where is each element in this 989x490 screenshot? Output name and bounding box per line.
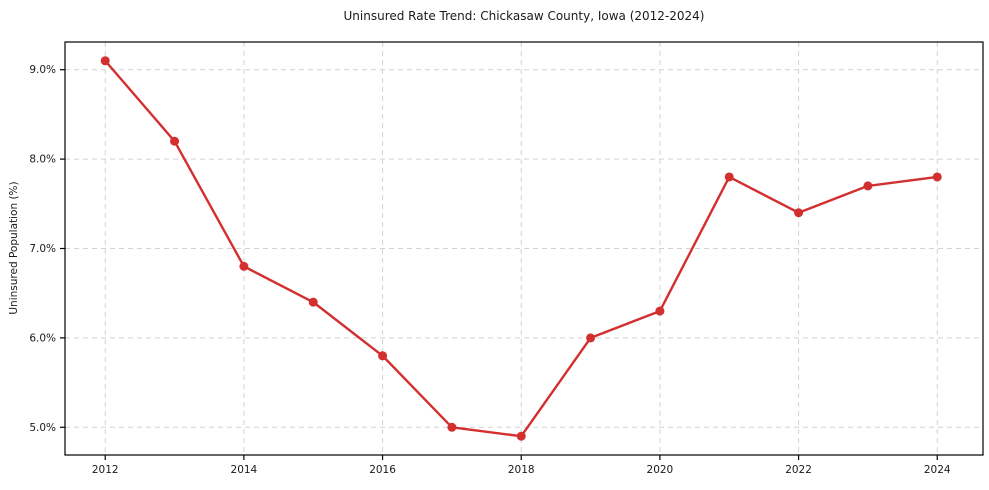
data-point xyxy=(794,208,804,218)
data-point xyxy=(308,297,318,307)
y-tick-label: 8.0% xyxy=(29,154,56,166)
data-point xyxy=(239,261,249,271)
x-tick-label: 2022 xyxy=(785,464,812,476)
y-tick-label: 6.0% xyxy=(29,332,56,344)
data-point xyxy=(724,172,734,182)
data-point xyxy=(170,136,180,146)
data-point xyxy=(932,172,942,182)
data-point xyxy=(100,56,110,66)
y-tick-label: 5.0% xyxy=(29,422,56,434)
x-tick-label: 2018 xyxy=(508,464,535,476)
chart-title: Uninsured Rate Trend: Chickasaw County, … xyxy=(343,9,705,23)
data-point xyxy=(378,351,388,361)
x-tick-label: 2024 xyxy=(924,464,951,476)
data-point xyxy=(447,422,457,432)
y-tick-label: 9.0% xyxy=(29,64,56,76)
x-tick-label: 2016 xyxy=(369,464,396,476)
data-point xyxy=(586,333,596,343)
x-tick-label: 2012 xyxy=(92,464,119,476)
data-point xyxy=(655,306,665,316)
data-point xyxy=(516,431,526,441)
y-tick-label: 7.0% xyxy=(29,243,56,255)
x-tick-label: 2014 xyxy=(231,464,258,476)
data-point xyxy=(863,181,873,191)
x-tick-label: 2020 xyxy=(647,464,674,476)
